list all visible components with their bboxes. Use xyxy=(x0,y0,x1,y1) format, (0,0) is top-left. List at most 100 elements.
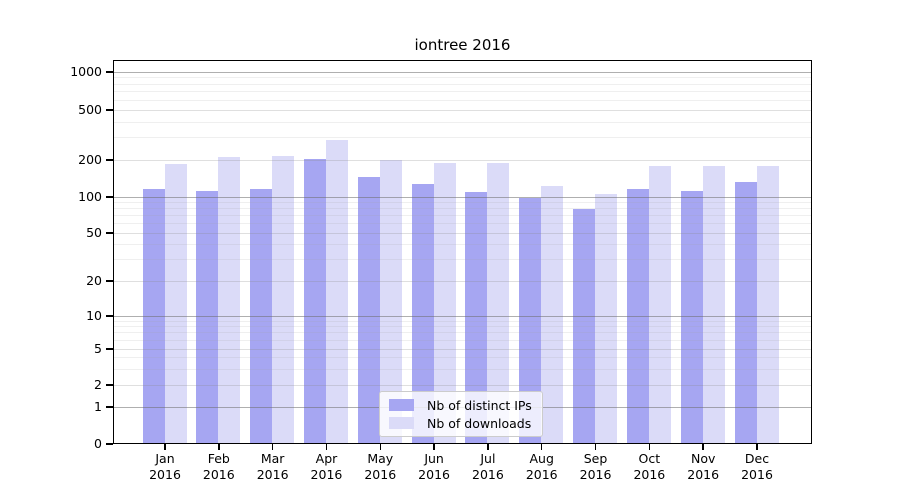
x-axis-tick xyxy=(756,444,758,450)
gridline xyxy=(114,384,811,386)
gridline xyxy=(114,159,811,161)
x-axis-year-text: 2016 xyxy=(687,467,720,482)
x-axis-tick-label: Aug 2016 xyxy=(510,451,574,483)
y-axis-tick-label: 1000 xyxy=(70,64,102,79)
x-axis-year-text: 2016 xyxy=(741,467,773,482)
y-axis-tick xyxy=(106,196,113,198)
x-axis-tick-label: Jun 2016 xyxy=(402,451,466,483)
legend-row: Nb of downloads xyxy=(389,416,542,431)
bar-downloads xyxy=(648,165,671,443)
bar-ips xyxy=(680,190,703,443)
x-axis-month-text: Nov xyxy=(690,451,716,466)
gridline xyxy=(114,196,811,198)
x-axis-tick xyxy=(164,444,166,450)
gridline xyxy=(114,315,811,317)
x-axis-year-text: 2016 xyxy=(579,467,612,482)
legend-swatch-downloads xyxy=(389,417,414,429)
x-axis-tick xyxy=(594,444,597,450)
x-axis-year-text: 2016 xyxy=(364,467,397,482)
y-axis-tick xyxy=(106,384,113,386)
x-axis-tick-label: Mar 2016 xyxy=(241,451,305,483)
x-axis-tick xyxy=(487,444,489,450)
gridline xyxy=(114,71,811,73)
x-axis-month-text: Apr xyxy=(315,451,338,466)
y-axis-tick-label: 200 xyxy=(78,152,102,167)
plot-area xyxy=(113,60,812,444)
x-axis-month-text: Jan xyxy=(155,451,175,466)
y-axis-tick-label: 2 xyxy=(94,377,102,392)
gridline xyxy=(114,215,811,217)
bar-downloads xyxy=(325,139,348,443)
gridline xyxy=(114,91,811,93)
y-axis-tick xyxy=(106,109,113,111)
x-axis-month-text: Oct xyxy=(638,451,661,466)
gridline xyxy=(114,357,811,359)
x-axis-month-text: Dec xyxy=(744,451,770,466)
y-axis-tick xyxy=(106,71,113,73)
bar-ips xyxy=(465,191,488,443)
x-axis-month-text: Jun xyxy=(424,451,444,466)
x-axis-tick-label: Dec 2016 xyxy=(725,451,789,483)
x-axis-month-text: Aug xyxy=(529,451,554,466)
y-axis-tick xyxy=(106,443,113,445)
bar-downloads xyxy=(702,165,725,443)
bar-ips xyxy=(303,159,326,443)
y-axis-tick-label: 1 xyxy=(94,399,102,414)
gridline xyxy=(114,77,811,79)
x-axis-year-text: 2016 xyxy=(525,467,558,482)
gridline xyxy=(114,244,811,246)
bar-ips xyxy=(357,176,380,443)
x-axis-year-text: 2016 xyxy=(149,467,181,482)
y-axis-tick-label: 100 xyxy=(78,189,102,204)
gridline xyxy=(114,326,811,328)
bar-downloads xyxy=(756,165,779,443)
gridline xyxy=(114,137,811,139)
x-axis-tick-label: Nov 2016 xyxy=(671,451,735,483)
x-axis-year-text: 2016 xyxy=(418,467,450,482)
x-axis-tick-label: Oct 2016 xyxy=(617,451,681,483)
x-axis-tick-label: Apr 2016 xyxy=(294,451,358,483)
legend-swatch-ips xyxy=(389,399,414,411)
gridline xyxy=(114,121,811,123)
y-axis-tick xyxy=(106,406,113,408)
y-axis-tick xyxy=(106,159,113,161)
x-axis-tick-label: Sep 2016 xyxy=(564,451,628,483)
gridline xyxy=(114,99,811,101)
gridline xyxy=(114,208,811,210)
bar-downloads xyxy=(218,157,241,443)
x-axis-year-text: 2016 xyxy=(202,467,235,482)
x-axis-year-text: 2016 xyxy=(633,467,666,482)
gridline xyxy=(114,109,811,111)
gridline xyxy=(114,320,811,322)
x-axis-month-text: Jul xyxy=(480,451,496,466)
gridline xyxy=(114,348,811,350)
y-axis-tick-label: 20 xyxy=(86,273,102,288)
bar-ips xyxy=(519,197,542,443)
y-axis-tick-label: 5 xyxy=(94,341,102,356)
x-axis-tick xyxy=(218,444,220,450)
x-axis-tick-label: Feb 2016 xyxy=(187,451,251,483)
gridline xyxy=(114,201,811,203)
bar-downloads xyxy=(433,163,456,443)
bar-downloads xyxy=(595,193,618,443)
x-axis-month-text: Feb xyxy=(207,451,230,466)
legend-label: Nb of distinct IPs xyxy=(427,397,532,413)
x-axis-tick xyxy=(271,444,274,450)
bar-downloads xyxy=(541,185,564,443)
x-axis-tick xyxy=(702,444,704,450)
x-axis-tick xyxy=(648,444,651,450)
x-axis-year-text: 2016 xyxy=(256,467,289,482)
gridline xyxy=(114,332,811,334)
x-axis-month-text: Sep xyxy=(583,451,608,466)
x-axis-year-text: 2016 xyxy=(310,467,343,482)
bar-ips xyxy=(573,208,596,443)
bar-downloads xyxy=(272,156,295,443)
legend: Nb of distinct IPs Nb of downloads xyxy=(379,391,543,437)
x-axis-tick xyxy=(433,444,435,450)
bar-ips xyxy=(734,182,757,443)
x-axis-month-text: May xyxy=(367,451,394,466)
bar-downloads xyxy=(487,163,510,443)
x-axis-tick-label: Jul 2016 xyxy=(456,451,520,483)
y-axis-tick-label: 50 xyxy=(86,225,102,240)
bar-downloads xyxy=(379,160,402,443)
